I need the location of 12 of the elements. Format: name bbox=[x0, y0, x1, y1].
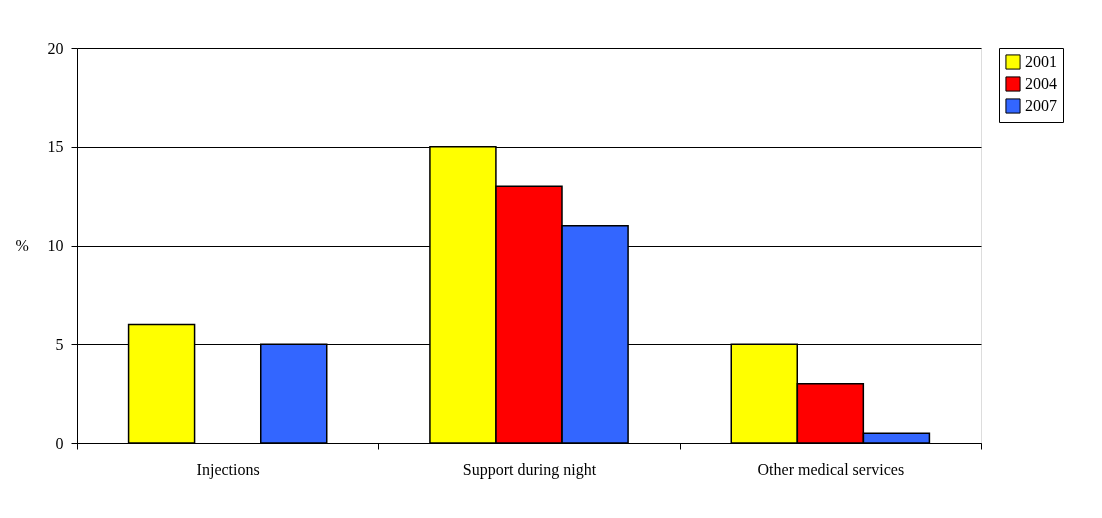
legend-label: 2004 bbox=[1025, 75, 1057, 92]
y-tick-label: 15 bbox=[47, 138, 64, 156]
y-tick-label: 10 bbox=[47, 237, 64, 254]
legend-label: 2007 bbox=[1025, 97, 1057, 114]
x-tick-label: Support during night bbox=[462, 460, 597, 479]
y-axis-title: % bbox=[15, 236, 29, 254]
y-tick-label: 20 bbox=[47, 39, 64, 57]
y-tick-label: 0 bbox=[55, 434, 64, 452]
x-tick-label: Injections bbox=[196, 460, 260, 479]
x-tick-label: Other medical services bbox=[757, 460, 905, 478]
y-tick-label: 5 bbox=[55, 335, 64, 353]
legend-label: 2001 bbox=[1025, 53, 1057, 70]
